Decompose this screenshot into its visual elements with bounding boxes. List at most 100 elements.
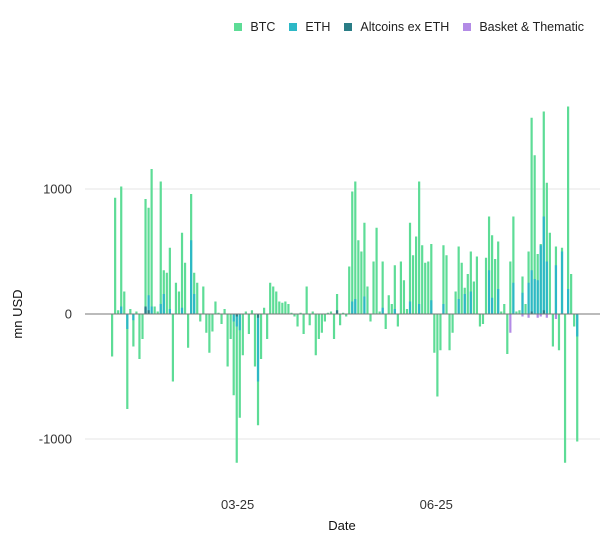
bar-btc [335,294,339,314]
bar-btc [533,155,536,314]
bar-btc [530,117,533,314]
bar-eth [159,304,162,314]
bar-basket-thematic [545,314,548,318]
bar-btc [211,314,214,332]
bar-btc [205,314,208,333]
bar-btc [266,314,269,339]
bar-btc [481,314,485,324]
bar-btc [223,309,226,314]
bar-eth [542,216,545,314]
bar-btc [296,314,299,327]
bar-btc [287,304,290,314]
bar-altcoins-ex-eth [256,314,260,318]
legend-item[interactable]: BTC [234,20,275,34]
legend-item[interactable]: ETH [289,20,330,34]
bar-eth [256,314,260,382]
bar-altcoins-ex-eth [530,311,533,314]
bar-eth [512,282,515,314]
bar-altcoins-ex-eth [542,310,545,314]
bar-btc [259,314,263,359]
legend-swatch [463,23,472,31]
bar-btc [354,181,357,314]
bar-btc [214,301,217,314]
bar-btc [150,169,153,314]
bar-btc [162,270,165,314]
bar-eth [533,279,536,314]
bar-btc [241,314,244,356]
bar-btc [323,314,326,322]
axes: -1000 0 1000 03-25 06-25 [39,182,600,512]
bar-btc [433,314,436,353]
legend-label: Altcoins ex ETH [360,20,450,34]
bar-btc [442,245,445,314]
legend-item[interactable]: Basket & Thematic [463,20,584,34]
bar-btc [570,274,573,314]
legend-item[interactable]: Altcoins ex ETH [344,20,449,34]
bar-eth [126,314,129,329]
bar-btc [138,314,141,359]
bar-btc [129,309,132,314]
bar-btc [445,255,448,314]
bar-btc [196,282,199,314]
bar-btc [290,312,293,314]
bar-btc [299,312,302,314]
bar-eth [408,301,412,314]
bar-btc [509,261,512,314]
x-tick-label: 06-25 [420,497,453,512]
bar-btc [548,232,551,314]
bar-basket-thematic [536,314,539,318]
bar-btc [293,314,296,317]
bar-btc [247,314,250,334]
bar-eth [497,289,500,314]
bar-eth [521,292,524,314]
bar-eth [530,270,533,314]
bar-btc [193,272,196,314]
bar-btc [421,245,424,314]
bar-btc [415,236,418,314]
bar-btc [478,314,482,327]
bar-btc [199,314,202,322]
bar-btc [232,314,235,396]
bar-btc [460,262,463,314]
bar-btc [487,216,491,314]
bar-btc [360,251,363,314]
bar-btc [563,314,567,463]
bar-btc [168,247,171,314]
bar-btc [126,314,129,409]
bar-btc [430,244,433,314]
bar-btc [311,311,314,314]
bar-btc [339,314,342,326]
gridlines [85,188,600,440]
bar-btc [351,191,354,314]
bar-btc [411,255,415,314]
bar-btc [500,311,503,314]
bar-btc [171,314,174,382]
bar-btc [314,314,317,356]
bar-eth [150,306,153,314]
bar-btc [387,295,390,314]
bar-btc [545,182,548,314]
x-axis-title: Date [328,518,355,533]
bar-btc [451,314,454,333]
bar-btc [405,309,409,314]
bar-eth [238,314,241,331]
bar-btc [305,286,308,314]
bar-btc [141,314,144,339]
bar-btc [557,314,561,351]
bar-btc [466,274,469,314]
bar-btc [229,314,232,339]
legend-swatch [234,23,243,31]
bar-btc [342,312,345,314]
legend-label: ETH [305,20,331,34]
bar-eth [354,299,357,314]
bar-btc [503,304,506,314]
legend-label: BTC [250,20,276,34]
bar-btc [132,314,135,347]
bar-eth [162,294,165,314]
bar-basket-thematic [539,314,542,317]
bar-eth [430,300,433,314]
bar-btc [567,106,570,314]
bar-btc [220,314,223,324]
bar-btc [491,235,494,314]
